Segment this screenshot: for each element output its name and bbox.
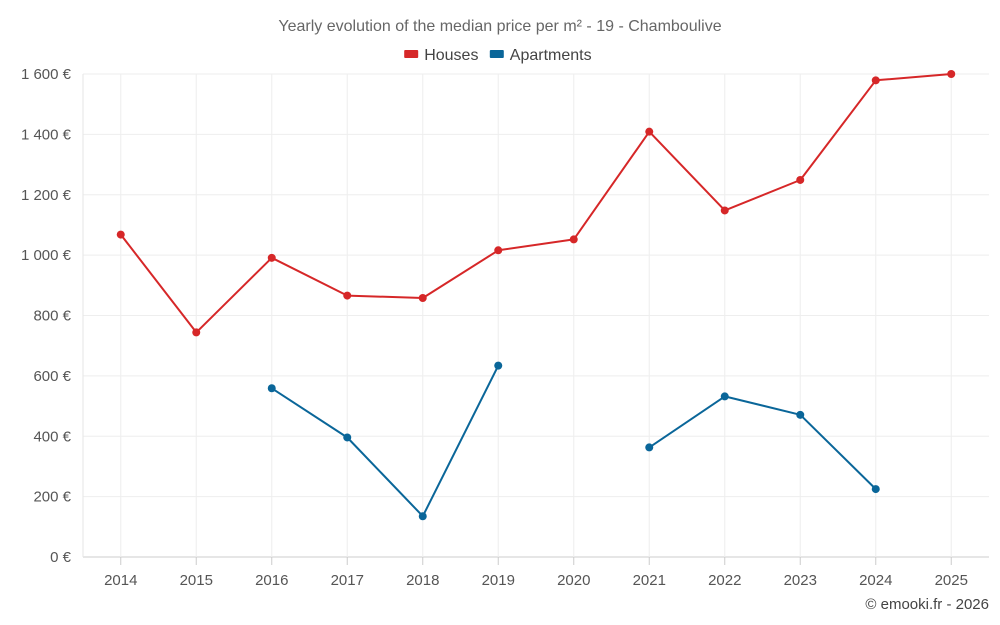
data-point[interactable]	[796, 175, 805, 184]
data-point[interactable]	[494, 361, 503, 370]
data-point[interactable]	[494, 246, 503, 255]
y-tick-label: 1 400 €	[21, 126, 72, 143]
data-point[interactable]	[192, 328, 201, 337]
x-tick-label: 2022	[708, 572, 741, 589]
data-point[interactable]	[871, 76, 880, 85]
data-point[interactable]	[720, 392, 729, 401]
legend-label: Houses	[424, 47, 478, 64]
data-point[interactable]	[569, 235, 578, 244]
data-point[interactable]	[645, 443, 654, 452]
x-tick-label: 2016	[255, 572, 288, 589]
y-tick-label: 800 €	[33, 308, 71, 325]
series-line	[648, 395, 877, 490]
data-point[interactable]	[116, 230, 125, 239]
x-tick-label: 2020	[557, 572, 590, 589]
y-axis-ticks: 0 € 200 € 400 € 600 € 800 € 1 000 € 1 200 € 1 4…	[21, 66, 72, 566]
data-point[interactable]	[343, 291, 352, 300]
grid	[82, 73, 989, 558]
data-point[interactable]	[267, 253, 276, 262]
x-tick-label: 2023	[784, 572, 817, 589]
x-tick-label: 2015	[180, 572, 213, 589]
y-tick-label: 400 €	[33, 428, 71, 445]
x-tick-label: 2017	[331, 572, 364, 589]
y-tick-label: 600 €	[33, 368, 71, 385]
series-layer	[116, 70, 956, 521]
legend-swatch	[489, 50, 504, 58]
data-point[interactable]	[418, 293, 427, 302]
x-tick-label: 2014	[104, 572, 137, 589]
chart-title: Yearly evolution of the median price per…	[278, 18, 721, 35]
series-houses	[116, 70, 956, 337]
legend-swatch	[404, 50, 419, 58]
data-point[interactable]	[720, 206, 729, 215]
x-tick-label: 2025	[935, 572, 968, 589]
credit-text: © emooki.fr - 2026	[865, 596, 989, 613]
data-point[interactable]	[645, 127, 654, 136]
data-point[interactable]	[871, 485, 880, 494]
x-tick-label: 2019	[482, 572, 515, 589]
series-apartments	[267, 361, 880, 521]
data-point[interactable]	[796, 410, 805, 419]
x-axis-ticks: 2014 2015 2016 2017 2018 2019 2020 2021 2022 2023…	[104, 557, 968, 589]
x-tick-label: 2021	[633, 572, 666, 589]
data-point[interactable]	[343, 433, 352, 442]
legend-item-houses[interactable]: Houses	[404, 47, 478, 64]
data-point[interactable]	[418, 512, 427, 521]
data-point[interactable]	[947, 70, 956, 78]
y-tick-label: 1 600 €	[21, 66, 72, 83]
y-tick-label: 200 €	[33, 489, 71, 506]
data-point[interactable]	[267, 384, 276, 393]
legend-item-apartments[interactable]: Apartments	[489, 47, 592, 64]
y-tick-label: 1 200 €	[21, 187, 72, 204]
y-tick-label: 0 €	[50, 549, 72, 566]
legend-label: Apartments	[510, 47, 592, 64]
series-line	[120, 73, 952, 334]
x-tick-label: 2024	[859, 572, 892, 589]
legend[interactable]: Houses Apartments	[404, 47, 592, 64]
y-tick-label: 1 000 €	[21, 247, 72, 264]
x-tick-label: 2018	[406, 572, 439, 589]
series-line	[271, 365, 500, 518]
